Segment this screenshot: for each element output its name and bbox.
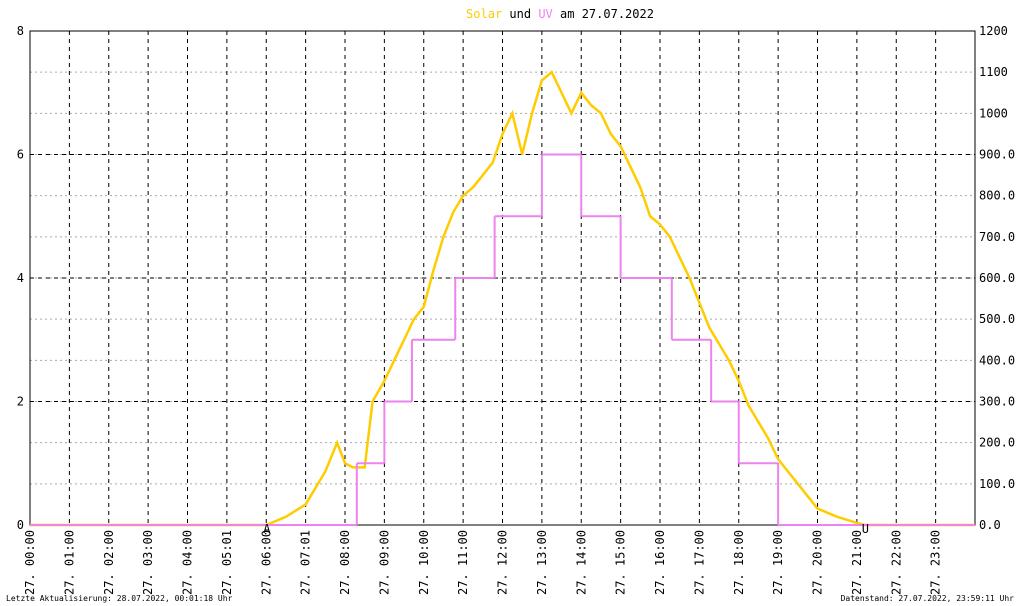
event-marker: U (862, 522, 869, 536)
x-tick-label: 27. 00:00 (23, 530, 37, 595)
x-tick-label: 27. 15:00 (614, 530, 628, 595)
x-tick-label: 27. 19:00 (771, 530, 785, 595)
x-tick-label: 27. 06:00 (259, 530, 273, 595)
title-solar: Solar (466, 7, 502, 21)
y2-tick-label: 900.0 (979, 148, 1015, 162)
x-tick-label: 27. 18:00 (732, 530, 746, 595)
footer-left: Letzte Aktualisierung: 28.07.2022, 00:01… (6, 594, 233, 603)
chart-title: Solar und UV am 27.07.2022 (466, 7, 654, 21)
x-tick-label: 27. 20:00 (811, 530, 825, 595)
y2-tick-label: 700.0 (979, 230, 1015, 244)
x-tick-label: 27. 08:00 (338, 530, 352, 595)
event-marker: A (263, 522, 271, 536)
x-tick-label: 27. 09:00 (377, 530, 391, 595)
x-tick-label: 27. 22:00 (889, 530, 903, 595)
x-tick-label: 27. 11:00 (456, 530, 470, 595)
title-uv: UV (538, 7, 552, 21)
footer-right: Datenstand: 27.07.2022, 23:59:11 Uhr (841, 594, 1015, 603)
y2-tick-label: 0.0 (979, 518, 1001, 532)
y-tick-label: 4 (17, 271, 24, 285)
y-tick-label: 6 (17, 148, 24, 162)
plot-frame (29, 30, 976, 526)
y-tick-label: 0 (17, 518, 24, 532)
solar-line (30, 70, 975, 527)
y2-tick-label: 800.0 (979, 189, 1015, 203)
y2-tick-label: 100.0 (979, 477, 1015, 491)
y-tick-label: 2 (17, 395, 24, 409)
x-tick-label: 27. 10:00 (417, 530, 431, 595)
x-tick-label: 27. 12:00 (496, 530, 510, 595)
x-tick-label: 27. 05:01 (220, 530, 234, 595)
y2-tick-label: 1000 (979, 106, 1008, 120)
y2-tick-label: 300.0 (979, 395, 1015, 409)
title-suffix: am 27.07.2022 (560, 7, 654, 21)
x-tick-label: 27. 21:00 (850, 530, 864, 595)
y2-tick-label: 500.0 (979, 312, 1015, 326)
y2-tick-label: 1200 (979, 24, 1008, 38)
x-tick-label: 27. 13:00 (535, 530, 549, 595)
x-tick-label: 27. 03:00 (141, 530, 155, 595)
y2-tick-label: 200.0 (979, 436, 1015, 450)
x-tick-label: 27. 04:00 (181, 530, 195, 595)
x-tick-label: 27. 07:01 (299, 530, 313, 595)
x-tick-label: 27. 16:00 (653, 530, 667, 595)
y2-tick-label: 1100 (979, 65, 1008, 79)
x-tick-label: 27. 01:00 (62, 530, 76, 595)
x-tick-label: 27. 23:00 (929, 530, 943, 595)
x-tick-label: 27. 14:00 (574, 530, 588, 595)
y2-tick-label: 400.0 (979, 353, 1015, 367)
x-tick-label: 27. 17:00 (692, 530, 706, 595)
x-tick-label: 27. 02:00 (102, 530, 116, 595)
title-joiner: und (509, 7, 531, 21)
y2-tick-label: 600.0 (979, 271, 1015, 285)
y-tick-label: 8 (17, 24, 24, 38)
